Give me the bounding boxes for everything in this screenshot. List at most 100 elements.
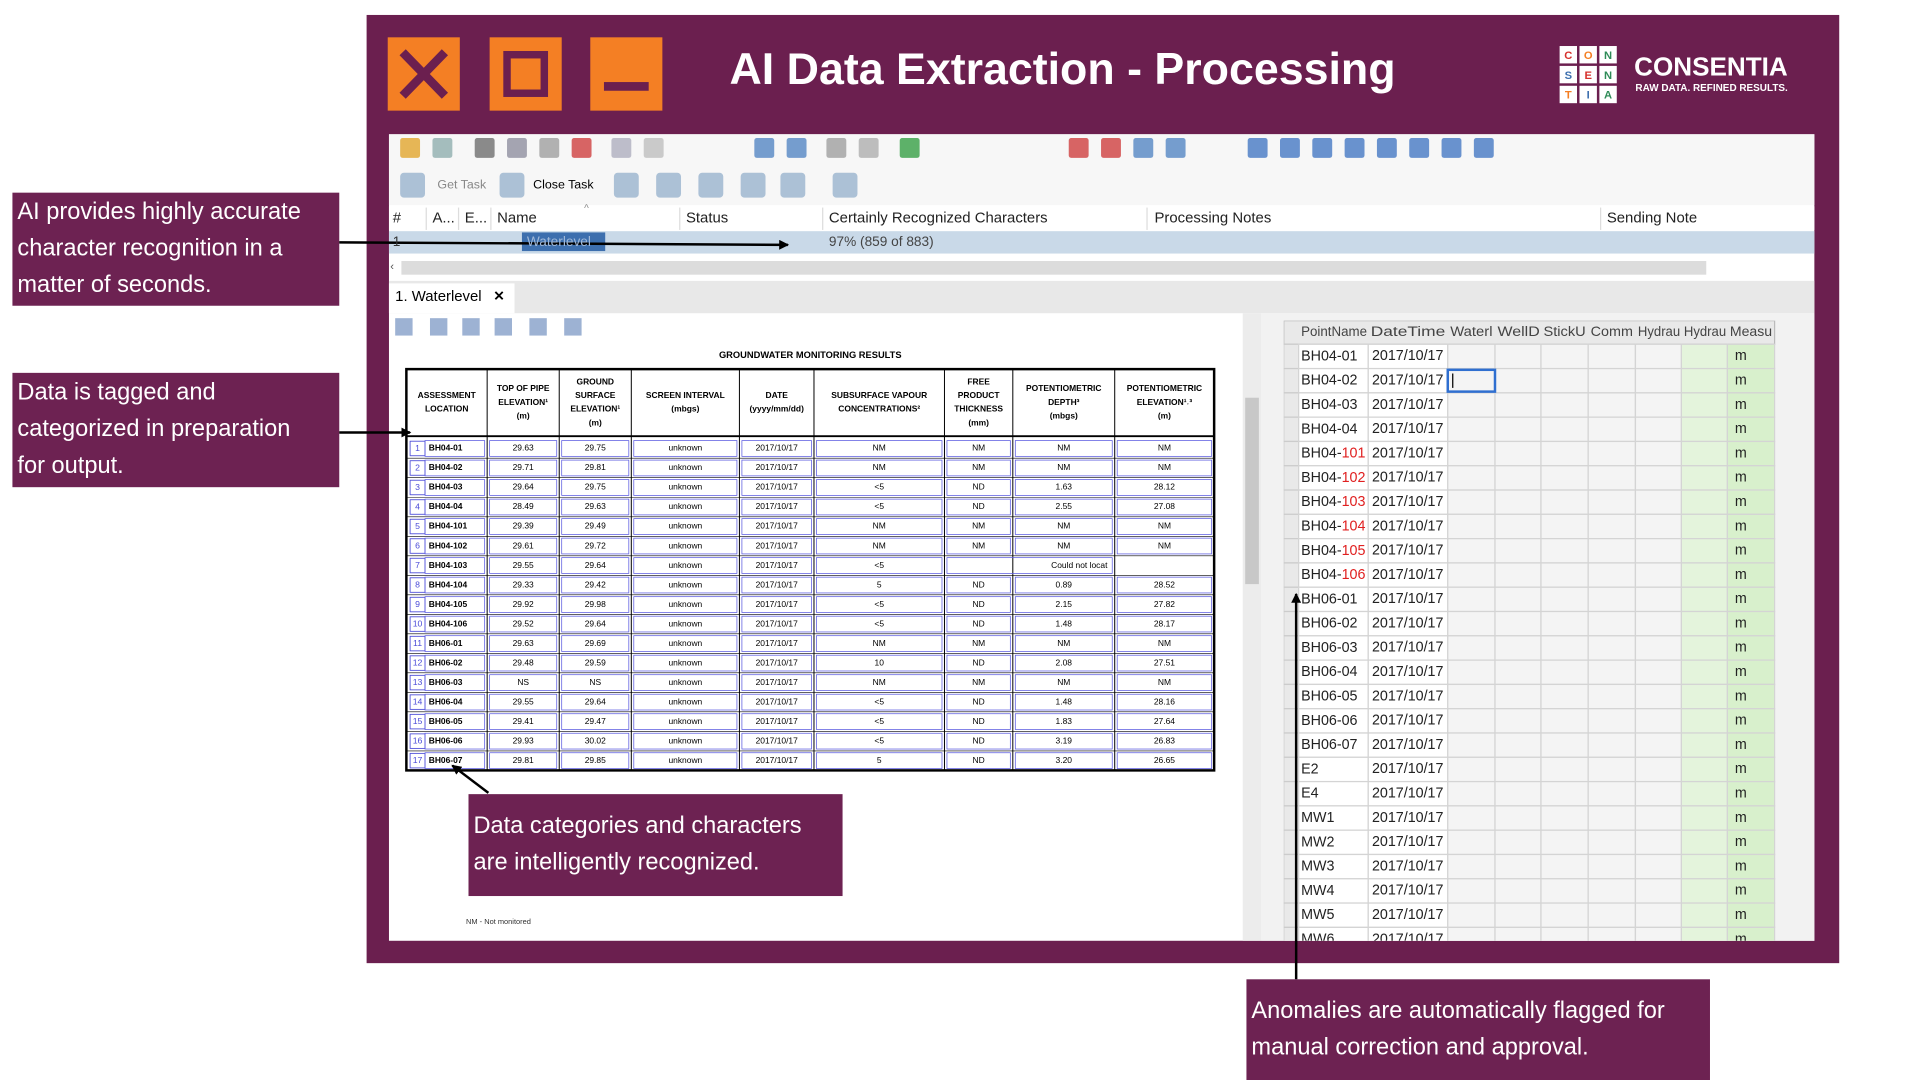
grid-cell[interactable] [1540,635,1589,661]
grid-cell[interactable] [1298,562,1369,588]
grid-cell[interactable] [1494,878,1542,904]
scroll-thumb[interactable] [1245,397,1259,585]
grid-cell[interactable] [1540,708,1589,734]
grid-cell[interactable] [1587,829,1637,856]
grid-cell[interactable] [1587,902,1637,928]
toolbar-icon[interactable] [474,137,495,158]
toolbar-icon[interactable] [1247,137,1268,158]
grid-cell[interactable] [1680,392,1728,418]
grid-cell[interactable] [1494,343,1542,370]
toolbar-icon[interactable] [499,172,525,198]
grid-cell[interactable] [1540,659,1589,686]
grid-cell[interactable] [1634,805,1683,831]
grid-cell[interactable] [1367,659,1449,686]
doc-tool-icon[interactable] [494,318,512,336]
grid-cell[interactable] [1587,586,1637,613]
grid-cell[interactable] [1540,538,1589,564]
tab-close[interactable]: ✕ [493,289,504,304]
toolbar-icon[interactable] [1473,137,1494,158]
grid-cell[interactable] [1367,343,1449,370]
toolbar-icon[interactable] [1068,137,1089,158]
grid-cell[interactable] [1726,538,1776,564]
grid-cell[interactable] [1726,732,1776,758]
grid-cell[interactable] [1494,732,1542,758]
grid-cell[interactable] [1680,367,1728,394]
grid-cell[interactable] [1634,489,1683,515]
grid-cell[interactable] [1540,902,1589,928]
toolbar-icon[interactable] [786,137,807,158]
grid-cell[interactable] [1494,367,1542,394]
grid-cell[interactable] [1540,829,1589,856]
grid-cell[interactable] [1587,756,1637,783]
doc-tool-icon[interactable] [395,318,413,336]
grid-cell[interactable] [1634,708,1683,734]
grid-cell[interactable] [1587,610,1637,637]
grid-cell[interactable] [1367,513,1449,540]
grid-cell[interactable] [1680,732,1728,758]
grid-cell[interactable] [1367,708,1449,734]
grid-cell[interactable] [1367,878,1449,904]
grid-cell[interactable] [1447,829,1496,856]
grid-cell[interactable] [1447,513,1496,540]
toolbar-icon[interactable] [698,172,724,198]
toolbar-icon[interactable] [656,172,682,198]
grid-cell[interactable] [1634,780,1683,807]
grid-cell[interactable] [1494,635,1542,661]
grid-cell[interactable] [1540,780,1589,807]
grid-cell[interactable] [1447,659,1496,686]
grid-cell[interactable] [1494,805,1542,831]
grid-cell[interactable] [1634,513,1683,540]
grid-cell[interactable] [1634,562,1683,588]
grid-cell[interactable] [1540,513,1589,540]
grid-cell[interactable] [1447,732,1496,758]
grid-cell[interactable] [1680,440,1728,467]
toolbar-icon[interactable] [611,137,632,158]
grid-cell[interactable] [1680,853,1728,880]
grid-cell[interactable] [1540,805,1589,831]
grid-cell[interactable] [1540,416,1589,443]
doc-tool-icon[interactable] [429,318,448,336]
toolbar-icon[interactable] [832,172,858,198]
toolbar-icon[interactable] [507,137,527,158]
toolbar-icon[interactable] [754,137,775,158]
grid-cell[interactable] [1447,416,1496,443]
grid-cell[interactable] [1447,343,1496,370]
grid-cell[interactable] [1587,659,1637,686]
grid-cell[interactable] [1726,683,1776,710]
grid-cell[interactable] [1494,586,1542,613]
grid-cell[interactable] [1447,440,1496,467]
toolbar-icon[interactable] [1344,137,1365,158]
grid-cell[interactable] [1447,635,1496,661]
grid-cell[interactable] [1680,465,1728,491]
grid-cell[interactable] [1367,853,1449,880]
grid-cell[interactable] [1587,465,1637,491]
grid-cell[interactable] [1298,683,1369,710]
grid-cell[interactable] [1726,926,1776,951]
grid-cell[interactable] [1587,780,1637,807]
grid-cell[interactable] [1726,902,1776,928]
grid-cell[interactable] [1634,538,1683,564]
grid-cell[interactable] [1634,635,1683,661]
toolbar-icon[interactable] [1133,137,1154,158]
grid-cell[interactable] [1726,878,1776,904]
grid-cell[interactable] [1680,780,1728,807]
grid-cell[interactable] [1680,683,1728,710]
toolbar-icon[interactable] [400,172,426,198]
grid-cell[interactable] [1447,367,1496,394]
toolbar-icon[interactable] [400,137,421,158]
grid-cell[interactable] [1634,343,1683,370]
grid-cell[interactable] [1447,489,1496,515]
grid-cell[interactable] [1367,635,1449,661]
grid-cell[interactable] [1540,732,1589,758]
grid-cell[interactable] [1447,610,1496,637]
grid-cell[interactable] [1298,610,1369,637]
grid-cell[interactable] [1680,902,1728,928]
grid-cell[interactable] [1447,756,1496,783]
grid-cell[interactable] [1680,538,1728,564]
grid-cell[interactable] [1680,805,1728,831]
grid-cell[interactable] [1680,343,1728,370]
grid-cell[interactable] [1298,343,1369,370]
grid-cell[interactable] [1634,465,1683,491]
grid-cell[interactable] [1726,343,1776,370]
grid-cell[interactable] [1680,416,1728,443]
